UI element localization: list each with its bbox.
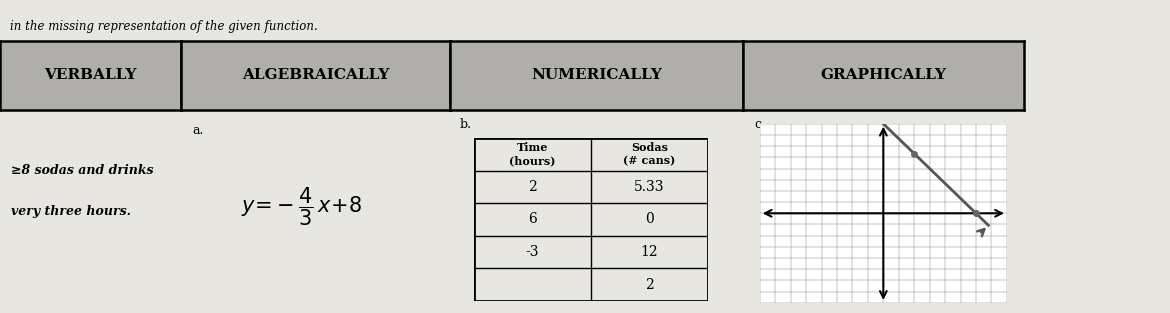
- Text: NUMERICALLY: NUMERICALLY: [531, 68, 662, 82]
- Text: b.: b.: [459, 118, 472, 131]
- Text: VERBALLY: VERBALLY: [44, 68, 137, 82]
- Text: 2: 2: [528, 180, 537, 194]
- Text: 5.33: 5.33: [634, 180, 665, 194]
- Text: ≥8 sodas and drinks: ≥8 sodas and drinks: [11, 164, 153, 177]
- Text: in the missing representation of the given function.: in the missing representation of the giv…: [11, 20, 318, 33]
- Text: 12: 12: [640, 245, 659, 259]
- Text: $y\!=\!-\dfrac{4}{3}\,x\!+\!8$: $y\!=\!-\dfrac{4}{3}\,x\!+\!8$: [241, 186, 363, 228]
- Text: 6: 6: [528, 213, 537, 226]
- Text: Time
(hours): Time (hours): [509, 142, 556, 166]
- Text: -3: -3: [525, 245, 539, 259]
- Text: c.: c.: [755, 118, 765, 131]
- Text: 2: 2: [645, 278, 654, 291]
- Text: ALGEBRAICALLY: ALGEBRAICALLY: [242, 68, 390, 82]
- Text: a.: a.: [192, 124, 204, 137]
- Text: 0: 0: [645, 213, 654, 226]
- Text: Sodas
(# cans): Sodas (# cans): [624, 142, 675, 166]
- Text: very three hours.: very three hours.: [11, 205, 131, 218]
- Text: GRAPHICALLY: GRAPHICALLY: [820, 68, 947, 82]
